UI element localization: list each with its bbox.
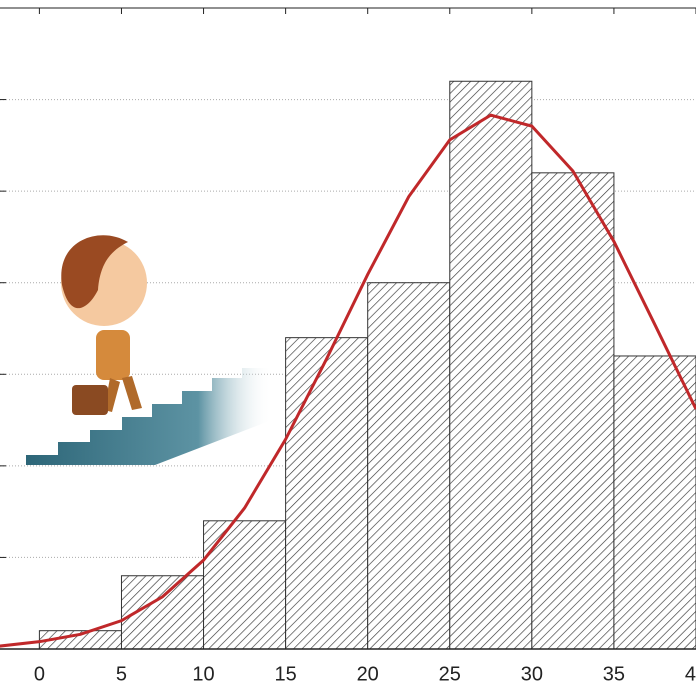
x-tick-label: 0: [34, 663, 45, 685]
body: [96, 330, 130, 380]
fit-curve: [0, 113, 696, 648]
x-tick-label: 10: [192, 663, 214, 685]
bar: [367, 282, 451, 650]
bar: [203, 520, 287, 650]
x-tick-label: 35: [603, 663, 625, 685]
stairs: [26, 368, 272, 465]
illustration: [26, 235, 272, 465]
briefcase: [72, 385, 108, 415]
bar: [285, 337, 369, 650]
bar: [613, 355, 696, 650]
x-tick-label: 30: [521, 663, 543, 685]
hair: [61, 235, 129, 309]
x-tick-label: 25: [439, 663, 461, 685]
legs: [104, 376, 142, 412]
x-tick-label: 20: [357, 663, 379, 685]
plot-area: 0 5 10 15 20 25 30 35 40: [0, 7, 696, 685]
x-tick-label: 5: [116, 663, 127, 685]
bar: [449, 80, 533, 650]
x-tick-label: 15: [274, 663, 296, 685]
x-tick-label: 40: [685, 663, 696, 685]
bar: [531, 172, 615, 650]
